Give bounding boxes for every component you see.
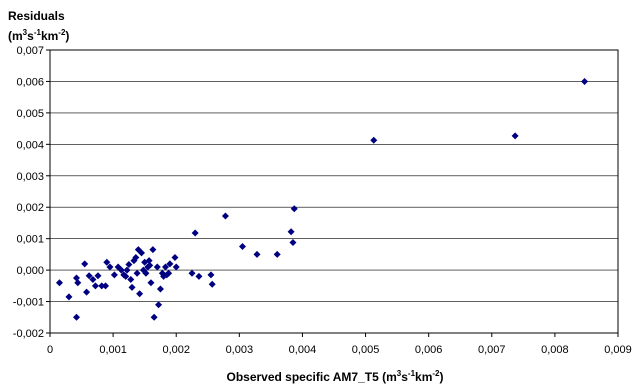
x-unit-sup3: -2: [432, 369, 440, 378]
x-axis-title: Observed specific AM7_T5 (m3s-1km-2): [226, 369, 443, 384]
x-unit-sup1: 3: [397, 369, 402, 378]
y-tick-label: 0,001: [16, 234, 44, 246]
data-point: [156, 285, 164, 293]
y-tick-label: -0,002: [13, 328, 44, 340]
plot-area: [49, 49, 619, 334]
data-point: [110, 271, 118, 279]
y-tick-label: 0,003: [16, 171, 44, 183]
data-point: [155, 301, 163, 309]
data-point: [145, 257, 153, 265]
data-point: [207, 271, 215, 279]
data-point: [133, 269, 141, 277]
gridlines: [50, 81, 618, 302]
y-unit-prefix: (m: [8, 29, 23, 43]
data-point: [172, 263, 180, 271]
y-tick-label: 0,006: [16, 76, 44, 88]
data-point: [149, 246, 157, 254]
data-point: [253, 250, 261, 258]
data-point: [138, 249, 146, 257]
data-point: [89, 276, 97, 284]
x-axis-title-text: Observed specific AM7_T5 (m: [226, 370, 396, 384]
y-axis: -0,002 -0,001 0,000 0,001 0,002 0,003 0,004 0,0…: [13, 45, 50, 340]
data-point: [123, 266, 131, 274]
data-point: [581, 77, 589, 85]
data-point: [188, 269, 196, 277]
data-point: [165, 269, 173, 277]
data-point: [238, 243, 246, 251]
data-point: [370, 136, 378, 144]
x-tick-label: 0,003: [226, 344, 254, 356]
data-point: [290, 205, 298, 213]
x-tick-label: 0,005: [352, 344, 380, 356]
data-point: [81, 260, 89, 268]
data-point: [103, 258, 111, 266]
data-point: [127, 276, 135, 284]
x-axis: 0 0,001 0,002 0,003 0,004 0,005 0,006 0,007 0,00…: [47, 333, 632, 356]
data-point: [191, 229, 199, 237]
data-point: [161, 263, 169, 271]
x-unit-mid1: s: [401, 370, 408, 384]
y-tick-label: 0,002: [16, 202, 44, 214]
y-tick-label: 0,005: [16, 108, 44, 120]
x-tick-label: 0,009: [604, 344, 632, 356]
y-tick-label: -0,001: [13, 297, 44, 309]
data-point: [150, 313, 158, 321]
data-point: [166, 260, 174, 268]
x-tick-label: 0,001: [99, 344, 127, 356]
data-point: [147, 279, 155, 287]
x-unit-mid2: km: [415, 370, 432, 384]
x-tick-label: 0,007: [478, 344, 506, 356]
x-tick-label: 0,008: [541, 344, 569, 356]
y-unit-sup2: -1: [34, 28, 42, 37]
data-point: [83, 288, 91, 296]
data-point: [65, 293, 73, 301]
data-point: [102, 282, 110, 290]
y-unit-sup3: -2: [58, 28, 66, 37]
data-point: [91, 282, 99, 290]
data-point: [511, 132, 519, 140]
y-tick-label: 0,004: [16, 139, 44, 151]
data-points: [55, 77, 589, 321]
data-point: [94, 272, 102, 280]
data-point: [128, 283, 136, 291]
y-unit-mid2: km: [41, 29, 58, 43]
data-point: [221, 212, 229, 220]
y-tick-label: 0,007: [16, 45, 44, 57]
x-tick-label: 0,002: [162, 344, 190, 356]
y-axis-title-text: Residuals: [8, 9, 65, 23]
y-axis-unit: (m3s-1km-2): [8, 28, 69, 43]
data-point: [153, 263, 161, 271]
y-unit-sup1: 3: [23, 28, 28, 37]
data-point: [195, 272, 203, 280]
data-point: [146, 261, 154, 269]
y-axis-title: Residuals: [8, 9, 65, 23]
y-unit-mid1: s: [27, 29, 34, 43]
x-tick-label: 0: [47, 344, 53, 356]
data-point: [74, 279, 82, 287]
data-point: [122, 272, 130, 280]
data-point: [106, 263, 114, 271]
data-point: [208, 280, 216, 288]
data-point: [287, 228, 295, 236]
data-point: [117, 266, 125, 274]
data-point: [289, 238, 297, 246]
x-tick-label: 0,006: [415, 344, 443, 356]
x-unit-suffix: ): [440, 370, 444, 384]
y-unit-suffix: ): [65, 29, 69, 43]
data-point: [73, 313, 81, 321]
x-unit-sup2: -1: [408, 369, 416, 378]
data-point: [142, 269, 150, 277]
data-point: [55, 279, 63, 287]
data-point: [132, 254, 140, 262]
data-point: [98, 282, 106, 290]
y-tick-label: 0,000: [16, 265, 44, 277]
data-point: [136, 290, 144, 298]
data-point: [125, 260, 133, 268]
data-point: [273, 250, 281, 258]
x-tick-label: 0,004: [289, 344, 317, 356]
data-point: [85, 272, 93, 280]
data-point: [171, 254, 179, 262]
